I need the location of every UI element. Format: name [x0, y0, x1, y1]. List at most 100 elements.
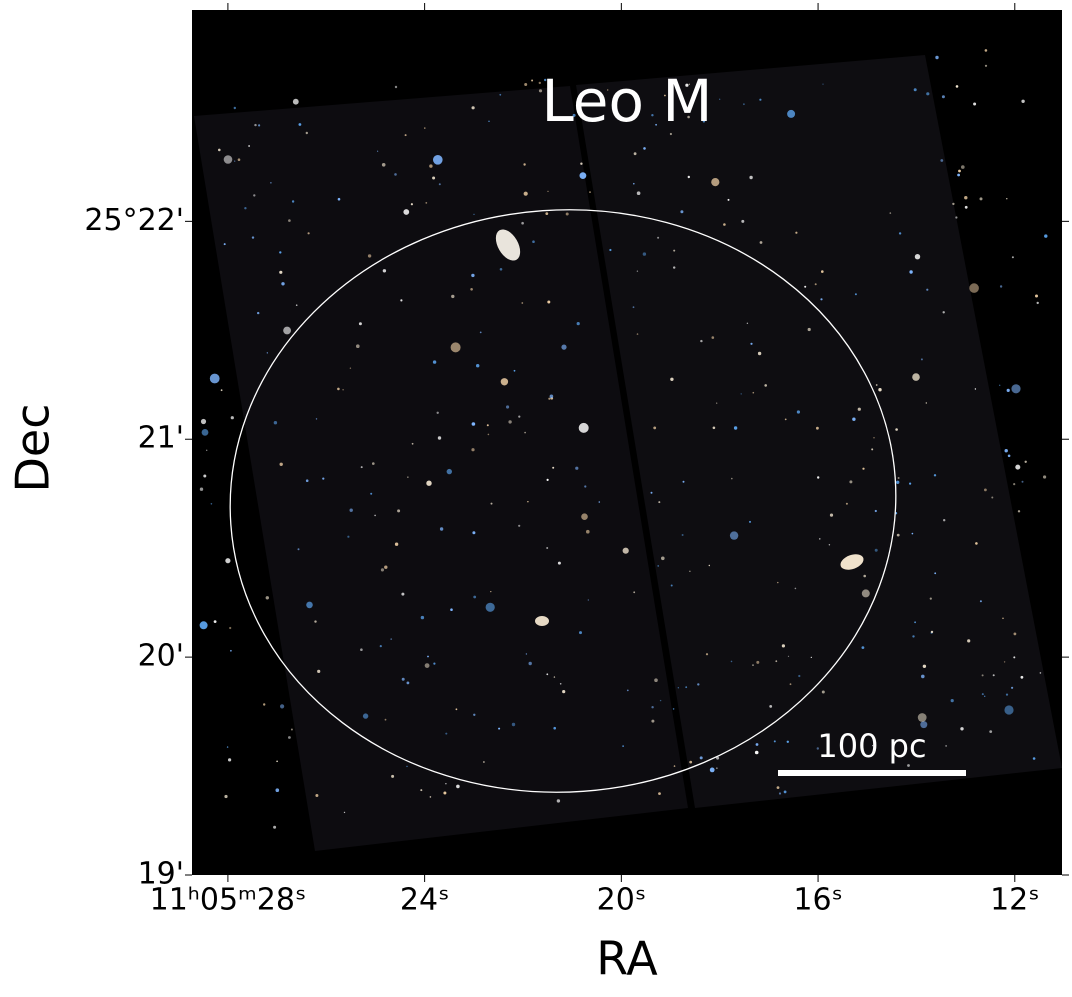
star: [589, 191, 591, 193]
star: [974, 388, 977, 390]
star: [314, 620, 317, 623]
star: [394, 85, 398, 89]
star: [557, 561, 561, 565]
star: [547, 300, 551, 304]
star: [297, 548, 300, 551]
y-tick-label: 25°22': [84, 203, 184, 238]
star: [784, 418, 787, 421]
star: [390, 638, 393, 640]
star: [244, 207, 247, 210]
star: [741, 219, 745, 223]
star: [759, 98, 762, 101]
star: [930, 630, 934, 634]
star: [524, 83, 528, 86]
star: [775, 660, 778, 663]
star: [991, 496, 994, 499]
star: [778, 792, 782, 795]
star: [548, 397, 551, 400]
star: [862, 467, 865, 470]
galaxy: [840, 554, 864, 570]
star: [814, 283, 817, 286]
star: [384, 565, 388, 569]
star: [607, 89, 609, 91]
star: [979, 600, 982, 603]
star: [651, 114, 654, 117]
star: [1024, 460, 1027, 463]
star: [379, 645, 382, 648]
star: [1013, 632, 1017, 636]
star: [499, 93, 502, 96]
star: [230, 649, 232, 652]
x-axis-label: RA: [596, 932, 658, 986]
star: [291, 200, 295, 203]
star: [955, 85, 959, 88]
star: [687, 175, 690, 179]
star: [873, 437, 875, 439]
star: [781, 644, 786, 648]
star: [632, 306, 635, 309]
star: [315, 418, 318, 420]
star: [473, 713, 476, 716]
star: [206, 449, 208, 451]
star: [1002, 617, 1004, 620]
star: [653, 426, 657, 430]
star: [545, 212, 549, 216]
star: [960, 727, 964, 731]
star: [426, 480, 432, 486]
star: [757, 351, 762, 356]
star: [984, 488, 987, 492]
star: [226, 746, 229, 748]
star: [935, 55, 939, 60]
image-chip-right: [576, 55, 1062, 808]
star: [1015, 464, 1021, 470]
star: [697, 683, 700, 686]
star: [488, 120, 490, 123]
star: [518, 524, 521, 527]
star: [1021, 99, 1025, 104]
star: [984, 695, 986, 697]
star: [942, 311, 945, 314]
star: [643, 147, 646, 150]
star: [794, 587, 797, 590]
star: [828, 544, 831, 546]
star: [895, 428, 898, 431]
star: [384, 718, 387, 721]
star: [201, 429, 209, 436]
star: [688, 83, 691, 85]
star: [528, 661, 532, 666]
star: [263, 703, 266, 706]
star: [292, 98, 299, 105]
star: [266, 352, 268, 354]
x-tick-label: 12ˢ: [990, 883, 1039, 918]
star: [280, 704, 285, 709]
star: [598, 501, 601, 503]
star: [538, 81, 541, 85]
star: [769, 705, 773, 708]
star: [657, 565, 659, 567]
star: [380, 568, 384, 572]
star: [305, 131, 308, 135]
star: [979, 197, 983, 201]
star: [470, 288, 473, 291]
star: [305, 479, 309, 483]
star: [438, 183, 441, 186]
galaxy: [495, 229, 521, 261]
star: [920, 721, 928, 729]
star: [483, 761, 485, 763]
star: [849, 480, 853, 484]
star: [403, 209, 410, 215]
star: [237, 158, 241, 161]
star: [411, 442, 414, 445]
star: [429, 796, 432, 798]
star: [251, 236, 255, 239]
star: [852, 417, 856, 421]
star: [397, 509, 401, 513]
star: [857, 407, 861, 411]
star: [1043, 475, 1047, 479]
star: [651, 706, 654, 709]
star: [587, 599, 589, 601]
star: [670, 377, 674, 381]
star: [225, 558, 231, 564]
star: [367, 254, 372, 258]
